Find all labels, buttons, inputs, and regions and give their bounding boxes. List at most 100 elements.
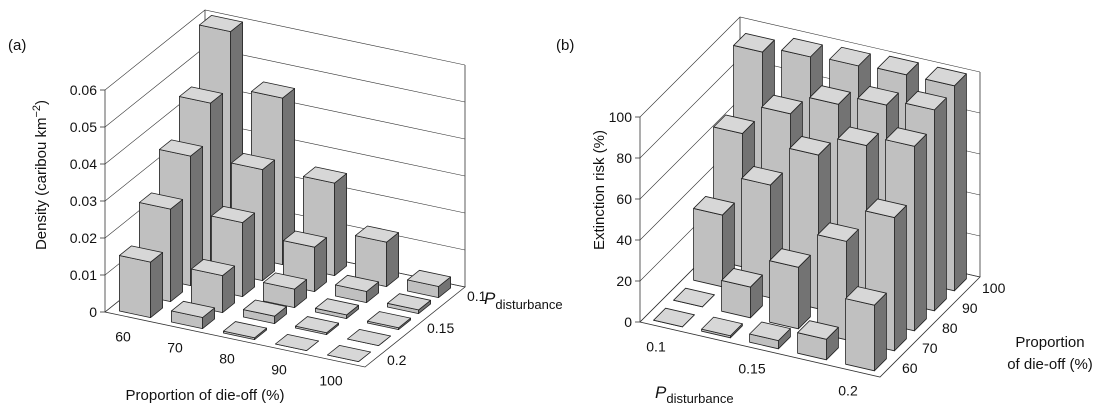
bar-top [925, 66, 967, 87]
bar-top [294, 316, 340, 334]
bar-side [954, 73, 967, 292]
bar [314, 298, 360, 320]
bar-top [406, 269, 452, 287]
x-tick-label: 90 [271, 362, 287, 378]
bar-top [797, 320, 839, 340]
bar-top [761, 94, 803, 115]
bar-top [885, 127, 927, 147]
bar-top [178, 86, 224, 104]
bar [262, 272, 308, 309]
bar [334, 274, 380, 304]
bar-top [673, 287, 715, 308]
bar-top [250, 81, 296, 99]
bar-top [857, 86, 899, 106]
bar-top [713, 114, 755, 134]
bar-top [354, 225, 400, 243]
y-tick-label: 0.06 [70, 82, 97, 98]
bar-top [769, 248, 811, 268]
bar-side [798, 254, 811, 330]
bar [673, 287, 715, 308]
bar [346, 328, 392, 347]
bar-top [653, 307, 695, 328]
bar-side [894, 205, 907, 352]
x-tick-label: 70 [167, 340, 183, 356]
bar-top [701, 316, 743, 337]
y-axis-title-end: ) [33, 100, 50, 105]
bar-side [334, 173, 348, 277]
y-tick-label: 0.01 [70, 267, 97, 283]
depth-axis-title-sub: disturbance [495, 297, 562, 312]
bar-top [190, 258, 236, 277]
bar-top [222, 321, 268, 339]
bar-top [262, 272, 308, 290]
bar-top [829, 46, 871, 67]
bar [406, 269, 452, 299]
depth-tick-label: 100 [982, 280, 1006, 296]
bar [366, 311, 412, 331]
bar-top [366, 311, 412, 329]
bar [701, 316, 743, 339]
bar [749, 321, 791, 350]
depth-tick-label: 60 [902, 360, 918, 376]
bar-front [769, 260, 799, 330]
bar-side [242, 212, 256, 298]
bar-top [282, 230, 328, 248]
bar-top [242, 299, 288, 317]
bar-side [934, 97, 947, 312]
y-tick-label: 20 [616, 273, 632, 289]
bar-top [845, 286, 887, 306]
bar-top [817, 222, 859, 242]
bar [741, 166, 783, 299]
bar-top [781, 37, 823, 58]
bar [222, 321, 268, 341]
bar [170, 300, 216, 330]
y-tick-label: 0 [89, 304, 97, 320]
bar-front [693, 208, 723, 288]
bar-top [837, 126, 879, 146]
panel-label: (a) [8, 37, 26, 54]
bar-front [119, 255, 152, 319]
y-axis-title-sup: −2 [31, 105, 43, 118]
x-tick-label: 0.2 [838, 383, 858, 399]
y-tick-label: 0 [624, 314, 632, 330]
bar [386, 293, 432, 315]
bar [693, 196, 735, 288]
x-axis-title-text: P [655, 383, 667, 402]
x-axis-title: Proportion of die-off (%) [126, 387, 285, 404]
depth-tick-label: 0.1 [467, 288, 487, 304]
bar-top [789, 136, 831, 156]
depth-tick-label: 0.15 [427, 320, 454, 336]
x-axis-title: Pdisturbance [655, 383, 734, 406]
depth-axis-title: Proportion [1015, 334, 1084, 351]
bar-front [845, 298, 875, 372]
bar-top [210, 205, 256, 224]
bar [294, 316, 340, 336]
bar-top [877, 55, 919, 76]
bar-side [914, 133, 927, 332]
depth-tick-label: 70 [922, 340, 938, 356]
panel-label: (b) [556, 37, 574, 54]
bar-top [721, 268, 763, 288]
bar-top [170, 300, 216, 318]
bar-top [314, 298, 360, 316]
bar-top [741, 166, 783, 186]
bar-top [326, 344, 372, 363]
bar [653, 307, 695, 328]
x-tick-label: 0.1 [646, 339, 666, 355]
bar-top [386, 293, 432, 311]
y-tick-label: 0.05 [70, 119, 97, 135]
depth-tick-label: 80 [942, 320, 958, 336]
bar-top [346, 328, 392, 347]
bar-top [230, 152, 276, 171]
bar-top [158, 139, 204, 157]
y-tick-label: 0.02 [70, 230, 97, 246]
y-tick-label: 0.04 [70, 156, 97, 172]
y-tick-label: 100 [609, 109, 633, 125]
bar [326, 344, 372, 363]
y-tick-label: 0.03 [70, 193, 97, 209]
y-axis-title-text: Density (caribou km [33, 118, 50, 251]
bar [119, 245, 164, 319]
bar [865, 198, 907, 352]
bar-top [138, 192, 184, 210]
